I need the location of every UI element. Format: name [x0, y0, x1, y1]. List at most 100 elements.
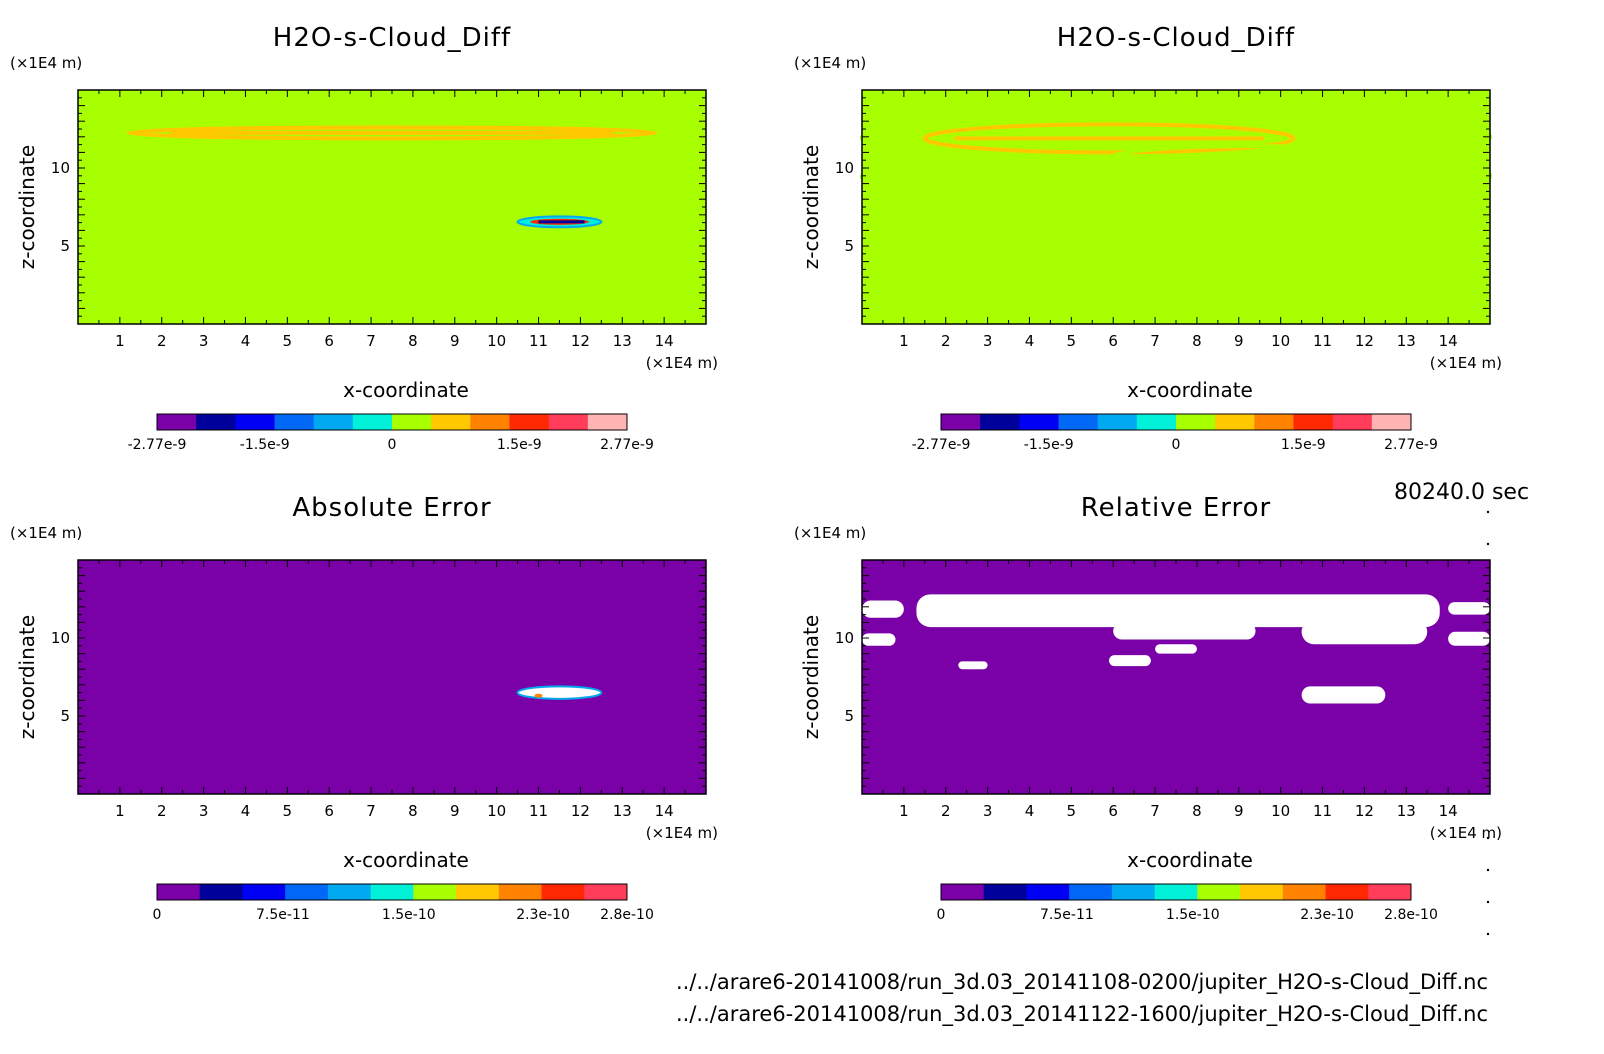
x-tick-label: 3 — [983, 802, 993, 820]
colorbar-swatch — [980, 414, 1020, 430]
colorbar-swatch — [1240, 884, 1284, 900]
x-tick-label: 11 — [1313, 802, 1332, 820]
masked-region — [862, 633, 896, 646]
colorbar-swatch — [587, 414, 628, 430]
x-tick-label: 2 — [941, 332, 951, 350]
masked-region — [958, 661, 988, 670]
colorbar-tick-label: 7.5e-11 — [256, 907, 310, 923]
contour-band — [1111, 144, 1384, 171]
x-tick-label: 4 — [1025, 802, 1035, 820]
x-tick-label: 9 — [1234, 802, 1244, 820]
stray-dot — [1486, 542, 1490, 546]
contour-band — [864, 268, 915, 280]
x-tick-label: 6 — [324, 802, 334, 820]
contour-band — [1303, 131, 1338, 142]
plot-background — [78, 560, 706, 794]
contour-band — [364, 172, 428, 185]
x-tick-label: 5 — [1067, 802, 1077, 820]
error-fleck — [534, 693, 543, 698]
colorbar-tick-label: 2.8e-10 — [1384, 907, 1438, 923]
x-tick-label: 9 — [450, 332, 460, 350]
x-tick-label: 6 — [1108, 802, 1118, 820]
colorbar-swatch — [1026, 884, 1070, 900]
colorbar-swatch — [1254, 414, 1294, 430]
colorbar-swatch — [313, 414, 354, 430]
colorbar-tick-label: 0 — [153, 907, 162, 923]
x-tick-label: 14 — [655, 802, 674, 820]
colorbar-swatch — [157, 884, 201, 900]
file-path-1: ../../arare6-20141008/run_3d.03_20141108… — [676, 970, 1488, 994]
x-tick-label: 6 — [1108, 332, 1118, 350]
y-unit-label: (×1E4 m) — [794, 524, 866, 542]
colorbar-swatch — [498, 884, 543, 900]
colorbar-tick-label: 1.5e-9 — [1281, 437, 1326, 453]
x-unit-label: (×1E4 m) — [1430, 354, 1502, 372]
x-axis-label: x-coordinate — [343, 848, 469, 872]
colorbar-swatch — [196, 414, 236, 430]
y-tick-label: 5 — [60, 237, 70, 255]
x-tick-label: 8 — [408, 332, 418, 350]
colorbar-tick-label: -2.77e-9 — [912, 437, 971, 453]
y-axis-label: z-coordinate — [799, 615, 823, 739]
stray-dot — [1486, 836, 1490, 840]
colorbar-swatch — [1136, 414, 1177, 430]
masked-region — [862, 600, 904, 618]
colorbar-tick-label: 2.8e-10 — [600, 907, 654, 923]
colorbar-tick-label: 2.77e-9 — [1384, 437, 1438, 453]
x-tick-label: 1 — [899, 332, 909, 350]
colorbar-tick-label: 1.5e-10 — [382, 907, 436, 923]
colorbar-swatch — [509, 414, 550, 430]
y-tick-label: 10 — [835, 159, 854, 177]
x-tick-label: 12 — [1355, 802, 1374, 820]
colorbar-swatch — [1325, 884, 1369, 900]
masked-region — [916, 594, 1440, 628]
colorbar-swatch — [1215, 414, 1255, 430]
y-tick-label: 10 — [51, 159, 70, 177]
colorbar-tick-label: 0 — [1172, 437, 1181, 453]
contour-band — [956, 189, 990, 200]
x-tick-label: 10 — [487, 332, 506, 350]
x-tick-label: 7 — [1150, 802, 1160, 820]
chart-title: Relative Error — [1081, 493, 1272, 523]
y-unit-label: (×1E4 m) — [10, 524, 82, 542]
x-tick-label: 2 — [157, 332, 167, 350]
colorbar-swatch — [456, 884, 500, 900]
masked-region — [1301, 619, 1428, 645]
colorbar-swatch — [274, 414, 315, 430]
x-tick-label: 7 — [1150, 332, 1160, 350]
x-tick-label: 14 — [655, 332, 674, 350]
colorbar-frame — [940, 413, 1412, 431]
x-tick-label: 7 — [366, 802, 376, 820]
colorbar-frame — [940, 883, 1412, 901]
x-tick-label: 11 — [1313, 332, 1332, 350]
y-tick-label: 10 — [835, 629, 854, 647]
colorbar-tick-label: 2.3e-10 — [1300, 907, 1354, 923]
colorbar-swatch — [431, 414, 471, 430]
x-tick-label: 5 — [283, 802, 293, 820]
x-tick-label: 4 — [1025, 332, 1035, 350]
x-axis-label: x-coordinate — [1127, 378, 1253, 402]
x-tick-label: 12 — [571, 332, 590, 350]
x-tick-label: 2 — [941, 802, 951, 820]
stray-dot — [1486, 868, 1490, 872]
colorbar-swatch — [413, 884, 457, 900]
colorbar-tick-label: 0 — [388, 437, 397, 453]
file-path-2: ../../arare6-20141008/run_3d.03_20141122… — [676, 1002, 1488, 1026]
contour-band — [126, 125, 658, 141]
colorbar-swatch — [541, 884, 585, 900]
colorbar-tick-label: 2.3e-10 — [516, 907, 570, 923]
x-unit-label: (×1E4 m) — [646, 824, 718, 842]
colorbar-swatch — [392, 414, 432, 430]
error-core — [516, 685, 603, 700]
colorbar-swatch — [1282, 884, 1327, 900]
colorbar-swatch — [1332, 414, 1373, 430]
x-unit-label: (×1E4 m) — [1430, 824, 1502, 842]
x-tick-label: 5 — [1067, 332, 1077, 350]
x-tick-label: 4 — [241, 332, 251, 350]
y-axis-label: z-coordinate — [15, 145, 39, 269]
colorbar-swatch — [235, 414, 275, 430]
x-tick-label: 3 — [983, 332, 993, 350]
y-tick-label: 5 — [844, 237, 854, 255]
colorbar-frame — [156, 413, 628, 431]
